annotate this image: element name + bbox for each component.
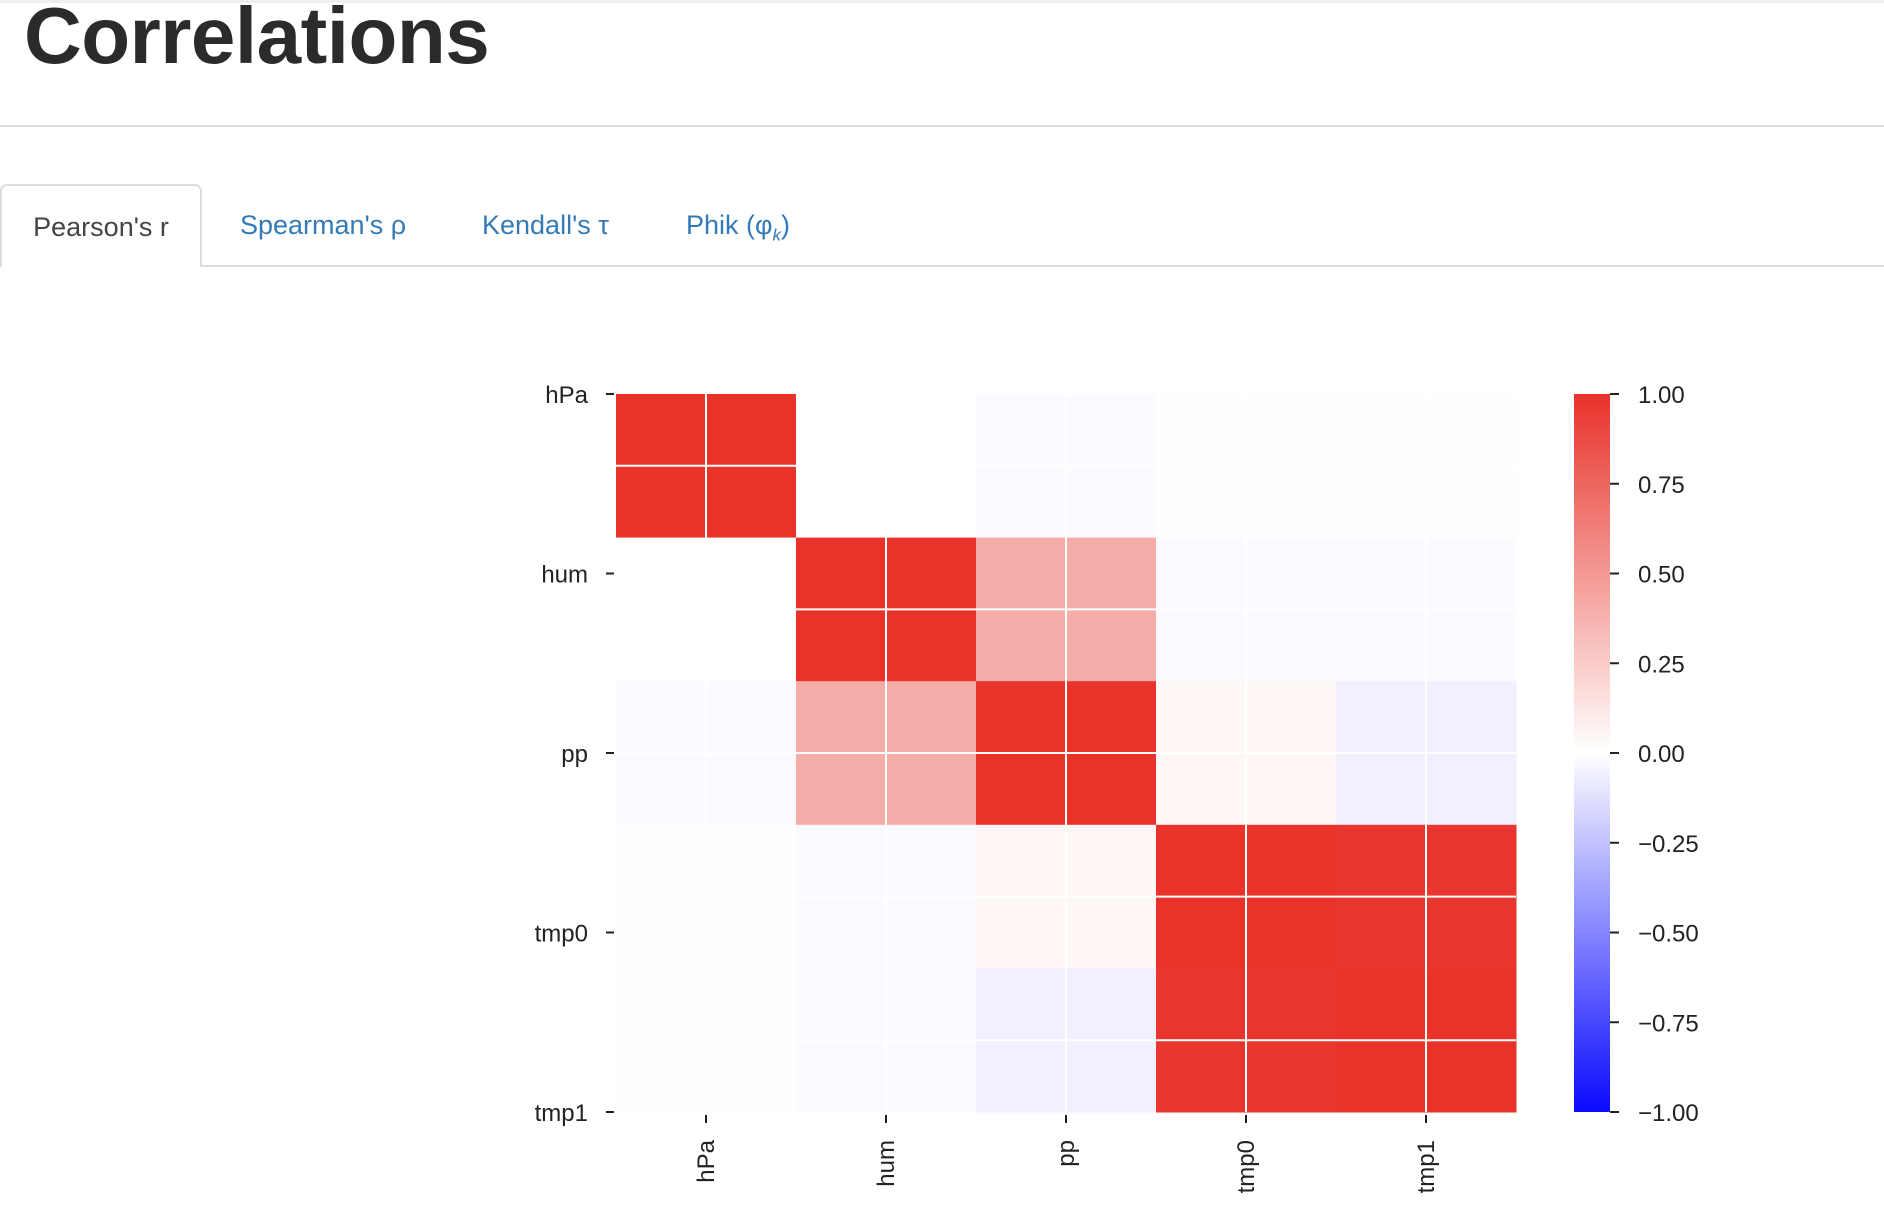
- y-tick-label: tmp0: [535, 921, 588, 948]
- colorbar: [1574, 394, 1610, 1112]
- tab-pearson[interactable]: Pearson's r: [0, 184, 202, 268]
- colorbar-tick-label: 0.50: [1638, 562, 1685, 589]
- colorbar-tick-label: 0.25: [1638, 651, 1685, 678]
- y-tick-label: pp: [561, 741, 588, 768]
- heatmap-gridlines: [616, 394, 1516, 1112]
- x-axis: hPa hum pp tmp0 tmp1: [693, 1115, 1440, 1193]
- x-tick-label: tmp1: [1413, 1140, 1440, 1193]
- x-tick-label: pp: [1053, 1140, 1080, 1167]
- colorbar-tick-label: −0.75: [1638, 1010, 1699, 1037]
- x-tick-label: tmp0: [1233, 1140, 1260, 1193]
- tab-phik-label: Phik (φ: [686, 210, 773, 240]
- tab-phik[interactable]: Phik (φk): [686, 184, 790, 266]
- colorbar-ticks: 1.00 0.75 0.50 0.25 0.00 −0.25 −0.50 −0.75 −1.00: [1610, 382, 1699, 1127]
- tab-phik-subscript: k: [772, 225, 782, 245]
- tab-phik-close: ): [781, 210, 791, 240]
- colorbar-tick-label: −0.50: [1638, 921, 1699, 948]
- page-title: Correlations: [24, 0, 490, 80]
- colorbar-tick-label: −0.25: [1638, 831, 1699, 858]
- colorbar-tick-label: 0.00: [1638, 741, 1685, 768]
- colorbar-tick-label: 0.75: [1638, 472, 1685, 499]
- tab-spearman[interactable]: Spearman's ρ: [240, 210, 407, 240]
- y-tick-label: tmp1: [535, 1100, 588, 1127]
- tab-kendall[interactable]: Kendall's τ: [482, 210, 609, 240]
- x-tick-label: hum: [873, 1140, 900, 1187]
- tabs-divider: [0, 265, 1884, 267]
- title-divider: [0, 125, 1884, 127]
- colorbar-tick-label: 1.00: [1638, 382, 1685, 409]
- top-border: [0, 0, 1884, 3]
- x-tick-label: hPa: [693, 1139, 720, 1182]
- y-tick-label: hPa: [545, 382, 588, 409]
- y-axis: hPa hum pp tmp0 tmp1: [535, 382, 614, 1127]
- y-tick-label: hum: [541, 562, 588, 589]
- colorbar-tick-label: −1.00: [1638, 1100, 1699, 1127]
